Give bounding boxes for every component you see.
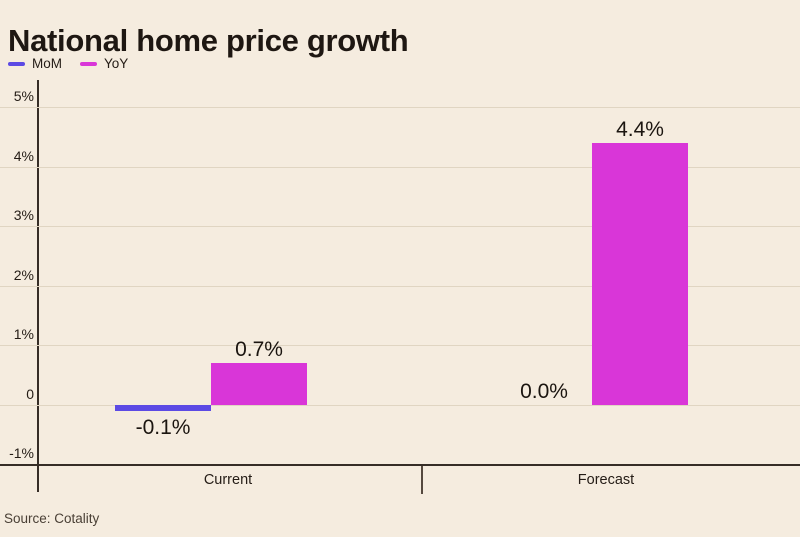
legend-label: MoM [32,56,62,71]
gridline [0,107,800,108]
category-label: Forecast [577,472,635,488]
ytick-label: 1% [13,326,34,342]
value-label: 0.7% [235,338,283,361]
bar-yoy-current [211,363,307,405]
legend: MoM YoY [8,56,128,71]
legend-swatch-icon [80,61,97,66]
gridline [0,167,800,168]
ytick-label: 4% [13,148,34,164]
value-label: 4.4% [616,118,664,141]
ytick-label: 3% [13,207,34,223]
legend-item-yoy: YoY [80,56,128,71]
category-divider-tick [421,464,423,494]
legend-item-mom: MoM [8,56,62,71]
gridline [0,286,800,287]
ytick-label: -1% [9,445,34,461]
value-label: -0.1% [135,416,191,439]
ytick-label: 2% [13,267,34,283]
x-axis-line [0,464,800,466]
ytick-label: 0 [26,386,34,402]
gridline [0,405,800,406]
value-label: 0.0% [520,380,568,403]
bar-mom-current [115,405,211,411]
legend-swatch-icon [8,61,25,66]
gridline [0,345,800,346]
source-note: Source: Cotality [4,511,100,526]
bar-yoy-forecast [592,143,688,405]
legend-label: YoY [104,56,129,71]
gridline [0,226,800,227]
chart-title: National home price growth [8,22,409,58]
category-label: Current [203,472,253,488]
ytick-label: 5% [13,88,34,104]
